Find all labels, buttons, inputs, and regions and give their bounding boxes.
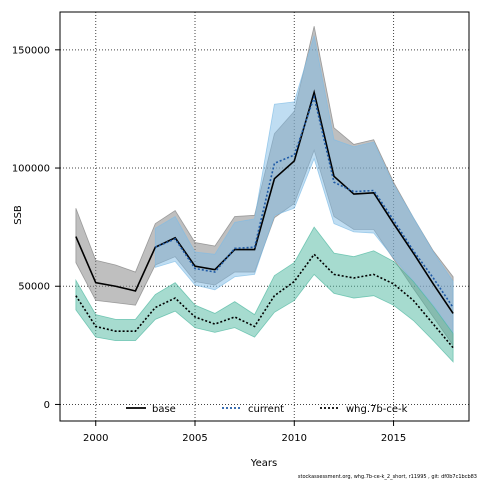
series-lines [75,89,454,349]
x-axis-ticks: 2000 2005 2010 2015 [83,421,406,444]
x-tick-label: 2015 [381,433,406,444]
confidence-band-whg.7b-ce-k [75,226,454,363]
legend-label-current: current [248,404,284,415]
y-tick-label: 150000 [12,45,50,56]
legend-label-whg.7b-ce-k: whg.7b-ce-k [346,404,408,415]
series-line-whg.7b-ce-k [75,253,454,349]
y-axis-ticks: 0 50000 100000 150000 [12,45,60,411]
x-tick-label: 2000 [83,433,108,444]
legend-label-base: base [152,404,176,415]
y-tick-label: 100000 [12,164,50,175]
y-axis-label: SSB [13,205,24,225]
plot-frame [59,11,470,422]
confidence-bands [75,26,454,363]
x-axis-label: Years [250,458,277,469]
y-tick-label: 0 [44,400,50,411]
series-line-current [154,94,454,308]
y-tick-label: 50000 [18,282,50,293]
series-line-base [75,89,454,314]
x-tick-label: 2010 [282,433,307,444]
x-tick-label: 2005 [182,433,207,444]
legend: base current whg.7b-ce-k [126,404,408,415]
footer-text: stockassessment.org, whg.7b-ce-k_2_short… [298,474,477,480]
